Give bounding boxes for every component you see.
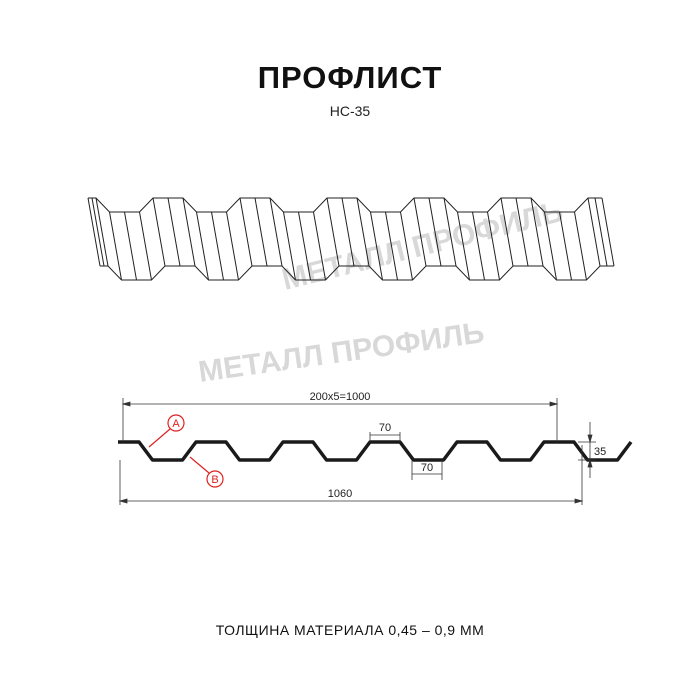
- sheet-fold-line: [413, 197, 427, 267]
- sheet-groove-line: [472, 211, 485, 281]
- sheet-fold-line: [601, 197, 615, 267]
- sheet-fold-line: [530, 197, 544, 267]
- sheet-groove-line: [167, 197, 181, 267]
- sheet-fold-line: [313, 211, 326, 281]
- sheet-groove-line: [298, 211, 311, 281]
- sheet-fold-line: [356, 197, 370, 267]
- callout-a: [148, 414, 185, 448]
- sheet-groove-line: [428, 197, 442, 267]
- callout-a-label: A: [172, 418, 180, 430]
- sheet-groove-line: [515, 197, 529, 267]
- top-width-label: 70: [379, 422, 391, 434]
- sheet-fold-line: [182, 197, 196, 267]
- pitch-label: 200x5=1000: [310, 391, 371, 403]
- sheet-fold-line: [544, 211, 557, 281]
- dimension-lines: [118, 398, 596, 505]
- sheet-groove-line: [594, 197, 608, 267]
- sheet-fold-line: [500, 197, 514, 267]
- sheet-groove-line: [124, 211, 137, 281]
- height-label: 35: [594, 446, 606, 458]
- callout-b: [189, 456, 224, 488]
- sheet-fold-line: [487, 211, 500, 281]
- sheet-fold-line: [283, 211, 296, 281]
- sheet-fold-line: [370, 211, 383, 281]
- callout-b-label: B: [211, 474, 218, 486]
- sheet-fold-line: [400, 211, 413, 281]
- sheet-fold-line: [139, 211, 152, 281]
- sheet-groove-line: [385, 211, 398, 281]
- bottom-width-label: 70: [421, 462, 433, 474]
- sheet-fold-line: [87, 197, 101, 267]
- sheet-fold-line: [152, 197, 166, 267]
- sheet-profile: [118, 440, 633, 462]
- sheet-groove-line: [211, 211, 224, 281]
- sheet-fold-line: [196, 211, 209, 281]
- sheet-fold-line: [239, 197, 253, 267]
- sheet-fold-line: [109, 211, 122, 281]
- total-width-label: 1060: [328, 488, 352, 500]
- sheet-fold-line: [574, 211, 587, 281]
- page-title: ПРОФЛИСТ: [257, 60, 443, 95]
- sheet-fold-line: [269, 197, 283, 267]
- sheet-groove-line: [254, 197, 268, 267]
- sheet-fold-line: [443, 197, 457, 267]
- sheet-groove-line: [559, 211, 572, 281]
- sheet-groove-line: [341, 197, 355, 267]
- sheet-fold-line: [95, 197, 109, 267]
- sheet-fold-line: [457, 211, 470, 281]
- sheet-fold-line: [326, 197, 340, 267]
- sheet-fold-line: [587, 197, 601, 267]
- watermark-text: МЕТАЛЛ ПРОФИЛЬ: [196, 316, 486, 389]
- profile-outline: [118, 440, 633, 462]
- sheet-3d-view: [87, 197, 615, 281]
- material-thickness: ТОЛЩИНА МАТЕРИАЛА 0,45 – 0,9 ММ: [215, 622, 485, 638]
- model-subtitle: НС-35: [329, 103, 371, 119]
- sheet-fold-line: [226, 211, 239, 281]
- sheet-groove-line: [91, 197, 105, 267]
